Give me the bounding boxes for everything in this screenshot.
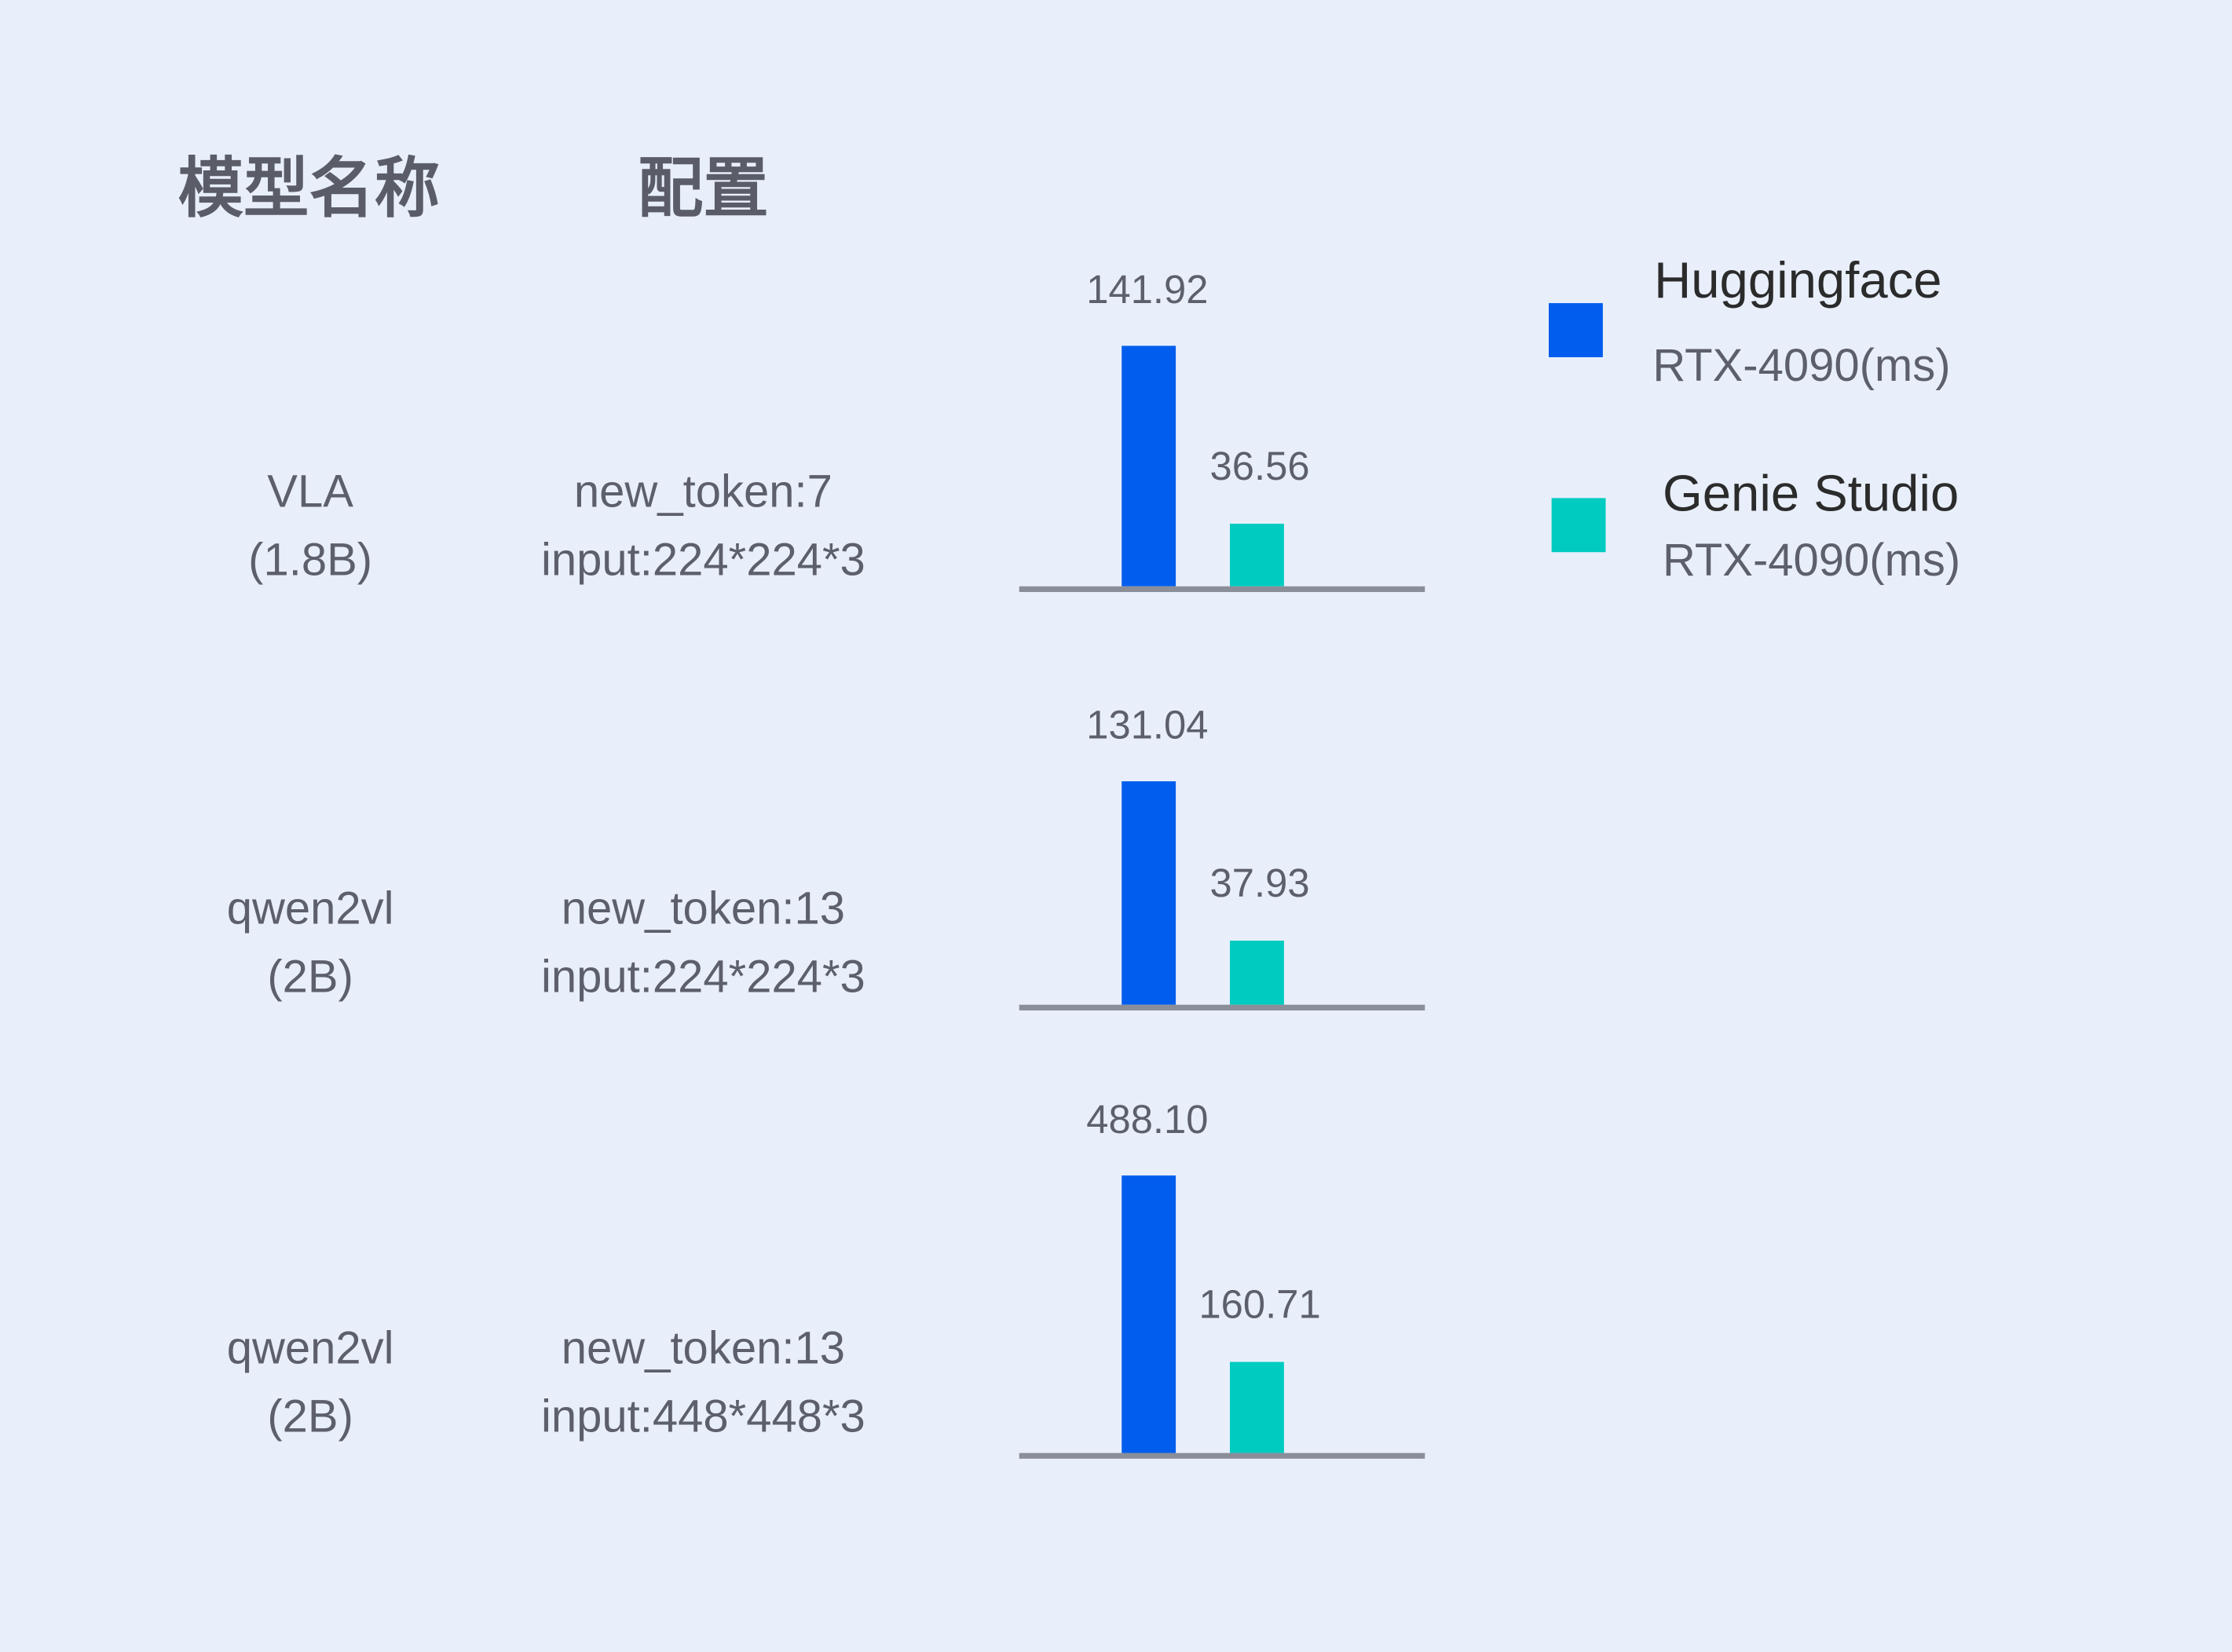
model-name-line2: (2B) xyxy=(267,1390,353,1442)
x-axis-baseline xyxy=(1019,1004,1425,1011)
data-label-genie-studio: 36.56 xyxy=(1209,444,1310,489)
data-label-huggingface: 488.10 xyxy=(1086,1097,1209,1142)
model-name-line1: qwen2vl xyxy=(226,1321,394,1374)
header-config: 配置 xyxy=(638,149,769,227)
bar-huggingface xyxy=(1121,345,1176,587)
bar-huggingface xyxy=(1121,1175,1176,1453)
data-label-huggingface: 131.04 xyxy=(1086,703,1209,747)
legend-swatch-genie-studio xyxy=(1551,498,1606,553)
bar-genie-studio xyxy=(1230,940,1284,1005)
legend-unit-genie-studio: RTX-4090(ms) xyxy=(1663,534,1961,586)
legend-label-genie-studio: Genie Studio xyxy=(1663,463,1959,523)
model-name-line1: VLA xyxy=(267,465,353,517)
config-line2: input:224*224*3 xyxy=(540,533,865,585)
config-line2: input:224*224*3 xyxy=(540,950,865,1002)
config-line2: input:448*448*3 xyxy=(540,1390,865,1442)
model-name-line2: (1.8B) xyxy=(248,533,373,585)
model-name-line2: (2B) xyxy=(267,950,353,1002)
model-name-line1: qwen2vl xyxy=(226,882,394,934)
config-line1: new_token:13 xyxy=(561,1321,845,1374)
bar-genie-studio xyxy=(1230,1361,1284,1453)
data-label-genie-studio: 160.71 xyxy=(1198,1281,1321,1326)
x-axis-baseline xyxy=(1019,1453,1425,1459)
data-label-genie-studio: 37.93 xyxy=(1209,860,1310,905)
header-model-name: 模型名称 xyxy=(177,149,441,227)
bar-genie-studio xyxy=(1230,524,1284,587)
legend-unit-huggingface: RTX-4090(ms) xyxy=(1652,339,1951,391)
bar-huggingface xyxy=(1121,781,1176,1005)
config-line1: new_token:13 xyxy=(561,882,845,934)
config-line1: new_token:7 xyxy=(573,465,832,517)
legend-swatch-huggingface xyxy=(1549,303,1603,357)
data-label-huggingface: 141.92 xyxy=(1086,267,1209,312)
legend-label-huggingface: Huggingface xyxy=(1654,250,1942,309)
x-axis-baseline xyxy=(1019,586,1425,592)
